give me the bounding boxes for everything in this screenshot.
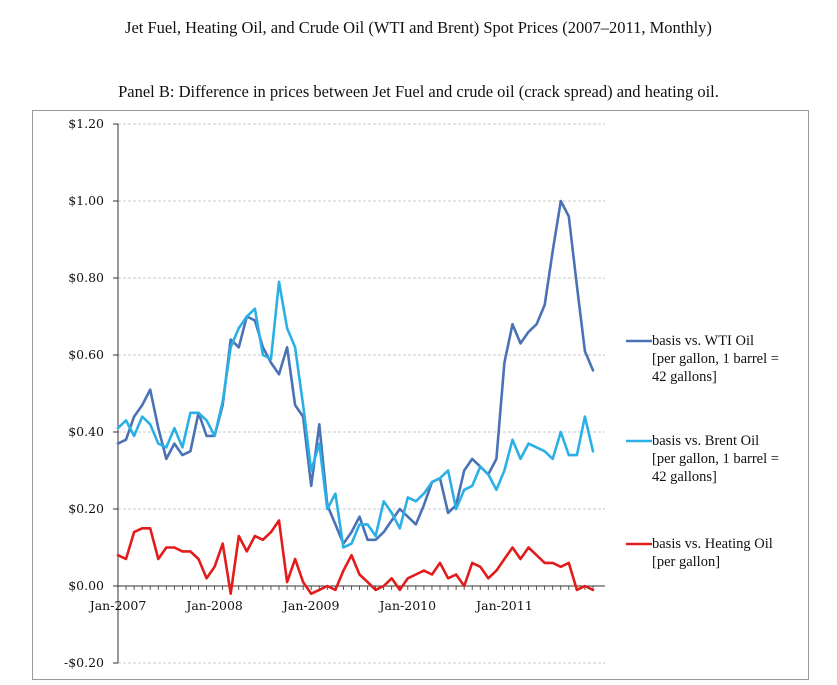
legend-label-wti: basis vs. WTI Oil bbox=[652, 333, 754, 349]
legend-label-heating: basis vs. Heating Oil bbox=[652, 536, 773, 552]
y-tick-label: $0.40 bbox=[68, 424, 104, 439]
legend-label-heating: [per gallon] bbox=[652, 554, 720, 570]
y-tick-label: $1.20 bbox=[68, 116, 104, 131]
panel-subtitle: Panel B: Difference in prices between Je… bbox=[118, 82, 719, 101]
x-tick-label: Jan-2011 bbox=[474, 598, 533, 613]
x-tick-label: Jan-2007 bbox=[88, 598, 147, 613]
series-line-wti bbox=[116, 199, 595, 545]
legend-label-brent: [per gallon, 1 barrel = bbox=[652, 451, 779, 467]
legend-label-brent: basis vs. Brent Oil bbox=[652, 433, 759, 449]
series-line-heating bbox=[116, 519, 595, 596]
legend-label-wti: [per gallon, 1 barrel = bbox=[652, 351, 779, 367]
y-tick-label: $0.20 bbox=[68, 501, 104, 516]
legend: basis vs. WTI Oil [per gallon, 1 barrel =… bbox=[626, 333, 779, 570]
y-tick-label: $0.00 bbox=[68, 578, 104, 593]
chart-frame bbox=[32, 110, 809, 680]
axes: -$0.20 $0.00 $0.20 $0.40 $0.60 $0.80 $1.00 $1.2… bbox=[64, 116, 605, 670]
legend-label-wti: 42 gallons] bbox=[652, 369, 717, 385]
x-tick-label: Jan-2009 bbox=[281, 598, 340, 613]
gridlines bbox=[118, 123, 605, 664]
series-line-brent bbox=[116, 280, 595, 549]
series-lines bbox=[116, 199, 595, 596]
y-tick-label: $1.00 bbox=[68, 193, 104, 208]
x-tick-label: Jan-2008 bbox=[184, 598, 243, 613]
y-tick-label: $0.80 bbox=[68, 270, 104, 285]
y-tick-label: -$0.20 bbox=[64, 655, 104, 670]
figure-title: Jet Fuel, Heating Oil, and Crude Oil (WT… bbox=[125, 18, 712, 37]
legend-label-brent: 42 gallons] bbox=[652, 469, 717, 485]
y-tick-label: $0.60 bbox=[68, 347, 104, 362]
x-tick-label: Jan-2010 bbox=[378, 598, 437, 613]
